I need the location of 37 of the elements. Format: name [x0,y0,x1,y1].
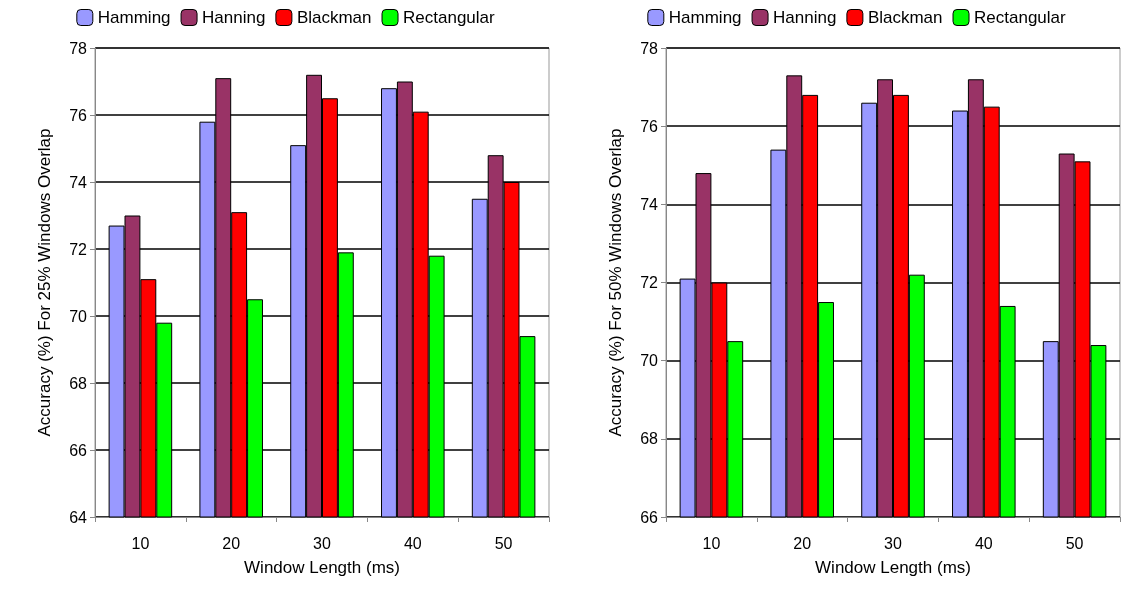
y-tick-label: 70 [640,352,659,370]
x-tick-label: 30 [313,534,331,552]
legend-label: Hanning [773,8,837,27]
y-tick-label: 76 [640,117,659,135]
y-tick-label: 68 [640,430,659,448]
y-tick-label: 64 [69,508,88,526]
y-axis-title: Accuracy (%) For 25% Windows Overlap [35,128,54,437]
x-tick-label: 30 [884,534,902,552]
y-tick-label: 66 [640,508,659,526]
y-tick-label: 70 [69,307,88,325]
legend-label: Hamming [97,8,171,27]
legend-label: Blackman [867,8,943,27]
x-tick-label: 10 [702,534,721,552]
y-tick-label: 68 [69,374,88,392]
x-tick-label: 20 [222,534,241,552]
legend-label: Rectangular [403,8,496,27]
legend-label: Rectangular [974,8,1067,27]
y-tick-label: 74 [640,195,659,213]
x-tick-label: 10 [131,534,150,552]
x-tick-label: 40 [974,534,993,552]
x-tick-label: 20 [793,534,812,552]
x-tick-label: 50 [494,534,513,552]
x-axis-title: Window Length (ms) [244,558,400,577]
y-tick-label: 66 [69,441,88,459]
x-axis-title: Window Length (ms) [815,558,971,577]
y-tick-label: 74 [69,173,88,191]
legend-label: Hanning [202,8,266,27]
y-tick-label: 78 [69,39,88,57]
legend-label: Blackman [296,8,372,27]
y-tick-label: 76 [69,106,88,124]
y-tick-label: 78 [640,39,659,57]
x-tick-label: 50 [1065,534,1084,552]
y-tick-label: 72 [640,274,659,291]
y-axis-title: Accuracy (%) For 50% Windows Overlap [606,128,625,437]
legend-label: Hamming [668,8,742,27]
y-tick-label: 72 [69,240,88,258]
x-tick-label: 40 [403,534,422,552]
